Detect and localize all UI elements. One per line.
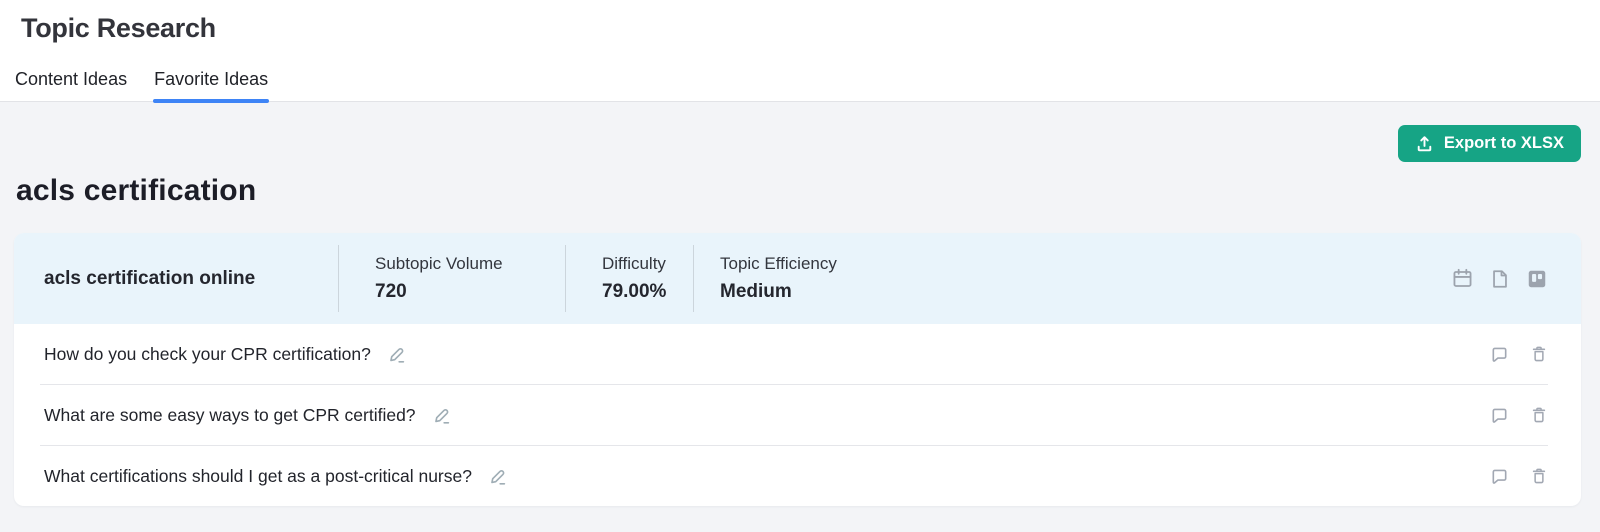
toolbar: Export to XLSX <box>14 125 1581 162</box>
metric-label: Topic Efficiency <box>720 254 837 273</box>
edit-pencil-icon[interactable] <box>386 344 407 365</box>
question-row: How do you check your CPR certification? <box>14 324 1581 384</box>
metric-difficulty: Difficulty 79.00% <box>566 254 693 303</box>
metric-subtopic-volume: Subtopic Volume 720 <box>339 254 565 303</box>
comment-icon[interactable] <box>1490 467 1509 486</box>
header-divider <box>693 245 694 312</box>
trash-icon[interactable] <box>1530 406 1548 424</box>
board-icon[interactable] <box>1526 268 1548 290</box>
metric-topic-efficiency: Topic Efficiency Medium <box>694 254 1451 303</box>
export-button-label: Export to XLSX <box>1443 134 1564 152</box>
row-divider <box>40 384 1548 385</box>
comment-icon[interactable] <box>1490 406 1509 425</box>
metric-value: Medium <box>720 281 792 302</box>
metric-label: Subtopic Volume <box>375 254 503 273</box>
metric-value: 720 <box>375 281 407 302</box>
comment-icon[interactable] <box>1490 345 1509 364</box>
tab-favorite-ideas[interactable]: Favorite Ideas <box>153 69 270 103</box>
question-text: How do you check your CPR certification? <box>44 343 371 364</box>
row-divider <box>40 445 1548 446</box>
topic-heading: acls certification <box>16 174 257 207</box>
question-text: What are some easy ways to get CPR certi… <box>44 404 416 425</box>
header-divider <box>338 245 339 312</box>
edit-pencil-icon[interactable] <box>431 405 452 426</box>
upload-icon <box>1415 134 1434 153</box>
metric-value: 79.00% <box>602 281 667 302</box>
trash-icon[interactable] <box>1530 345 1548 363</box>
top-header: Topic Research Content Ideas Favorite Id… <box>0 0 1600 103</box>
question-row-actions <box>1490 406 1548 425</box>
question-row: What certifications should I get as a po… <box>14 446 1581 506</box>
edit-pencil-icon[interactable] <box>487 466 508 487</box>
question-row-actions <box>1490 345 1548 364</box>
calendar-icon[interactable] <box>1451 267 1474 290</box>
subtopic-card-header: acls certification online Subtopic Volum… <box>14 233 1581 324</box>
export-to-xlsx-button[interactable]: Export to XLSX <box>1397 125 1581 162</box>
tab-content-ideas[interactable]: Content Ideas <box>15 69 128 89</box>
content-area: Export to XLSX acls certification acls c… <box>0 125 1600 506</box>
subtopic-title: acls certification online <box>44 267 256 289</box>
metric-label: Difficulty <box>602 254 666 273</box>
trash-icon[interactable] <box>1530 467 1548 485</box>
question-row-actions <box>1490 467 1548 486</box>
page-title: Topic Research <box>21 13 216 43</box>
header-divider <box>565 245 566 312</box>
question-text: What certifications should I get as a po… <box>44 465 472 486</box>
subtopic-card: acls certification online Subtopic Volum… <box>14 233 1581 506</box>
tab-bar: Content Ideas Favorite Ideas <box>0 69 1600 103</box>
question-row: What are some easy ways to get CPR certi… <box>14 385 1581 445</box>
header-icon-group <box>1451 267 1581 290</box>
document-icon[interactable] <box>1489 268 1511 290</box>
